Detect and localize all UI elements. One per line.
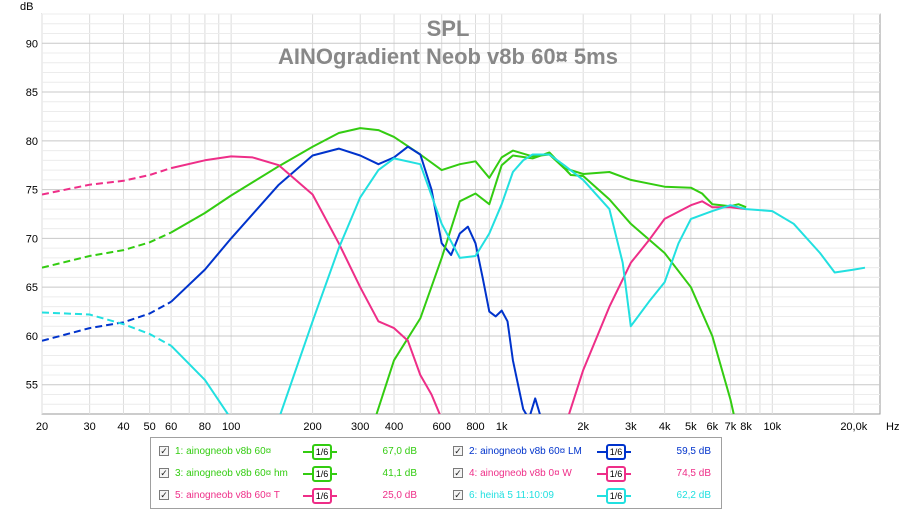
series-5-line-dashed [42,167,172,196]
y-tick-label: 80 [26,136,38,148]
x-tick-label: 20 [36,421,48,433]
legend-item: ✓ 2: ainogneob v8b 60¤ LM 1/6 59,5 dB [453,442,711,460]
x-tick-label: 20,0k [840,421,867,433]
smoothing-label: 1/6 [606,444,626,460]
x-tick-label: 50 [144,421,156,433]
plot-area [41,13,881,415]
x-tick-label: 200 [303,421,321,433]
x-tick-label: 10k [763,421,781,433]
legend-item: ✓ 3: ainogneob v8b 60¤ hm 1/6 41,1 dB [159,464,417,482]
series-6-line [170,153,866,414]
x-tick-label: 3k [625,421,637,433]
legend-checkbox[interactable]: ✓ [453,446,463,456]
legend-item: ✓ 1: ainogneob v8b 60¤ 1/6 67,0 dB [159,442,417,460]
smoothing-label: 1/6 [606,466,626,482]
legend-level: 67,0 dB [382,445,417,457]
smoothing-button[interactable]: 1/6 [597,466,631,482]
x-tick-label: 100 [222,421,240,433]
legend-label: 2: ainogneob v8b 60¤ LM [469,445,582,457]
legend-label: 5: ainogneob v8b 60¤ T [175,489,280,501]
series-1-line-dashed [42,231,172,269]
legend-label: 6: heinä 5 11:10:09 [469,489,554,501]
legend-checkbox[interactable]: ✓ [159,490,169,500]
chart-subtitle: AINOgradient Neob v8b 60¤ 5ms [278,44,618,69]
x-tick-label: 30 [84,421,96,433]
spl-chart: 55 60 65 70 75 80 85 90 20 30 40 50 60 80 100 200 300 400… [20,1,899,433]
legend-level: 62,2 dB [676,489,711,501]
legend-level: 74,5 dB [676,467,711,479]
series-1-line [170,127,747,234]
series-2-line-dashed [42,300,172,342]
smoothing-label: 1/6 [312,466,332,482]
legend-level: 41,1 dB [382,467,417,479]
x-tick-label: 80 [199,421,211,433]
legend-item: ✓ 6: heinä 5 11:10:09 1/6 62,2 dB [453,486,711,504]
x-tick-label: 600 [433,421,451,433]
legend-label: 4: ainogneob v8b 0¤ W [469,467,572,479]
y-tick-label: 75 [26,185,38,197]
axes: 55 60 65 70 75 80 85 90 20 30 40 50 60 80 100 200 300 400… [26,38,868,433]
smoothing-button[interactable]: 1/6 [303,444,337,460]
y-tick-label: 60 [26,331,38,343]
y-tick-label: 70 [26,233,38,245]
x-tick-label: 60 [165,421,177,433]
series-5-line [170,155,441,414]
legend-level: 59,5 dB [676,445,711,457]
smoothing-button[interactable]: 1/6 [303,466,337,482]
x-tick-label: 1k [496,421,508,433]
x-tick-label: 800 [466,421,484,433]
x-tick-label: 5k [685,421,697,433]
y-tick-label: 90 [26,38,38,50]
smoothing-label: 1/6 [312,444,332,460]
series-lines [42,127,866,414]
x-tick-label: 7k [725,421,737,433]
legend-checkbox[interactable]: ✓ [159,468,169,478]
x-tick-label: 2k [577,421,589,433]
legend-level: 25,0 dB [382,489,417,501]
legend-label: 1: ainogneob v8b 60¤ [175,445,272,457]
smoothing-button[interactable]: 1/6 [597,488,631,504]
y-axis-label: dB [20,1,33,13]
smoothing-button[interactable]: 1/6 [303,488,337,504]
legend-checkbox[interactable]: ✓ [453,490,463,500]
legend-checkbox[interactable]: ✓ [453,468,463,478]
chart-title: SPL [427,16,470,41]
smoothing-label: 1/6 [312,488,332,504]
x-tick-label: 4k [659,421,671,433]
x-tick-label: 300 [351,421,369,433]
x-axis-label: Hz [886,421,899,433]
series-4-line [568,200,747,414]
x-tick-label: 6k [706,421,718,433]
smoothing-label: 1/6 [606,488,626,504]
series-2-line [170,145,541,414]
y-tick-label: 65 [26,282,38,294]
grid [41,13,880,414]
legend-item: ✓ 5: ainogneob v8b 60¤ T 1/6 25,0 dB [159,486,417,504]
y-tick-label: 85 [26,87,38,99]
legend-item: ✓ 4: ainogneob v8b 0¤ W 1/6 74,5 dB [453,464,711,482]
legend: ✓ 1: ainogneob v8b 60¤ 1/6 67,0 dB ✓ 2: ainog… [150,437,722,509]
x-tick-label: 8k [740,421,752,433]
x-tick-label: 400 [385,421,403,433]
x-tick-label: 40 [117,421,129,433]
series-6-line-dashed [42,311,172,347]
legend-label: 3: ainogneob v8b 60¤ hm [175,467,288,479]
smoothing-button[interactable]: 1/6 [597,444,631,460]
legend-checkbox[interactable]: ✓ [159,446,169,456]
y-tick-label: 55 [26,380,38,392]
